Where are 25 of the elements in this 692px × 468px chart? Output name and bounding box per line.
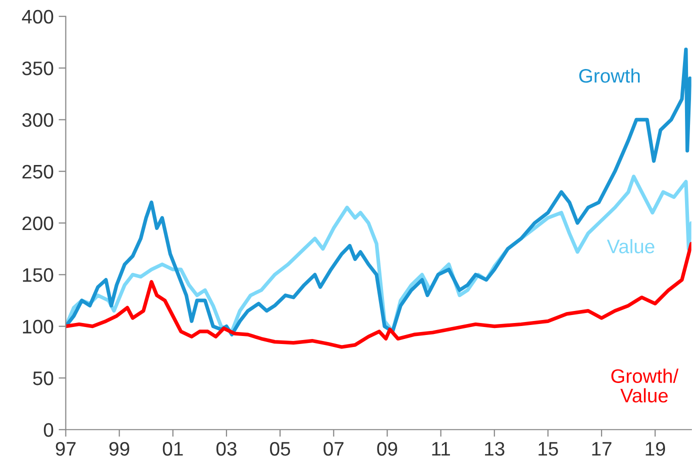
y-tick-label: 400 (22, 10, 54, 24)
series-label: Value (606, 239, 654, 254)
text: Growth/ Value (611, 368, 678, 402)
y-tick-label: 50 (33, 371, 54, 386)
y-tick-label: 100 (22, 320, 54, 334)
y-tick-label: 200 (22, 216, 54, 230)
x-tick-label: 07 (324, 442, 344, 456)
x-tick-label: 17 (592, 442, 612, 456)
y-tick-label: 300 (22, 113, 54, 127)
y-tick-label: 350 (22, 62, 54, 76)
y-tick-label: 150 (22, 268, 54, 282)
x-tick-label: 15 (538, 442, 558, 456)
y-tick-label: 0 (44, 423, 54, 437)
y-tick-label: 250 (22, 164, 54, 179)
series-label: Growth (579, 68, 640, 83)
x-tick-label: 19 (646, 442, 666, 456)
x-tick-label: 97 (56, 442, 76, 456)
x-tick-label: 99 (109, 442, 130, 456)
x-tick-label: 03 (216, 442, 236, 456)
x-tick-label: 01 (162, 442, 183, 456)
line-series (66, 48, 692, 336)
x-tick-label: 05 (270, 442, 290, 456)
x-tick-label: 13 (485, 442, 504, 456)
x-tick-label: 11 (432, 442, 450, 456)
x-tick-label: 09 (377, 442, 398, 456)
